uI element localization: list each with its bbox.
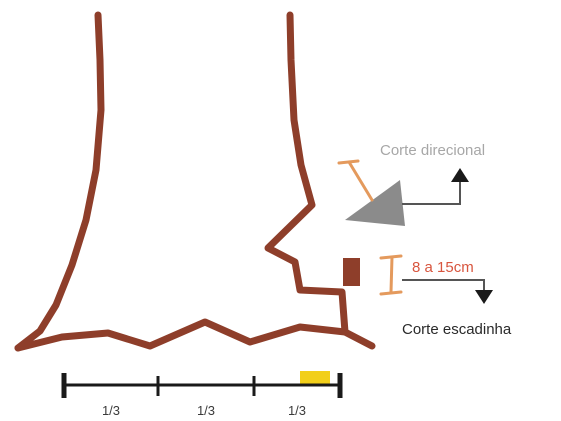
step-cut-block (343, 258, 360, 286)
felling-notch (345, 180, 405, 226)
scale-highlight (300, 371, 330, 386)
directional-cut-label: Corte direcional (380, 142, 485, 159)
step-cut-arrow-icon (475, 290, 493, 304)
trunk-ground-line (14, 318, 376, 352)
step-cut-connector (402, 279, 485, 292)
notch-dimension-marker (337, 159, 374, 202)
step-cut-label: Corte escadinha (402, 321, 512, 338)
trunk-outline (14, 11, 376, 352)
trunk-right-edge (264, 11, 349, 336)
trunk-left-edge (14, 11, 105, 352)
scale-segment-label: 1/3 (102, 403, 120, 418)
scale-bar: 1/3 1/3 1/3 (61, 371, 343, 418)
directional-cut-connector (402, 176, 461, 205)
scale-segment-label: 1/3 (288, 403, 306, 418)
range-dimension-marker (379, 254, 403, 296)
cut-range-label: 8 a 15cm (412, 259, 474, 276)
scale-segment-label: 1/3 (197, 403, 215, 418)
directional-cut-arrow-icon (451, 168, 469, 182)
